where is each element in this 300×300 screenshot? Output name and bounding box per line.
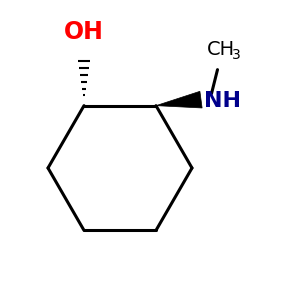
Text: NH: NH	[204, 91, 241, 111]
Text: CH: CH	[206, 40, 235, 59]
Polygon shape	[156, 91, 202, 108]
Text: OH: OH	[64, 20, 104, 44]
Text: 3: 3	[232, 48, 241, 62]
